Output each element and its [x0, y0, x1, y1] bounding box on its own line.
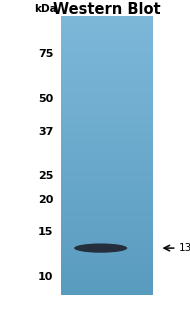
Text: 75: 75 — [38, 49, 53, 59]
Text: 25: 25 — [38, 171, 53, 181]
Text: 13kDa: 13kDa — [179, 243, 190, 253]
Text: 10: 10 — [38, 272, 53, 282]
Text: kDa: kDa — [34, 4, 57, 14]
Text: 20: 20 — [38, 195, 53, 205]
Ellipse shape — [74, 243, 127, 253]
Text: 15: 15 — [38, 227, 53, 237]
Text: Western Blot: Western Blot — [53, 2, 160, 18]
Text: 37: 37 — [38, 127, 53, 138]
Text: 50: 50 — [38, 94, 53, 104]
